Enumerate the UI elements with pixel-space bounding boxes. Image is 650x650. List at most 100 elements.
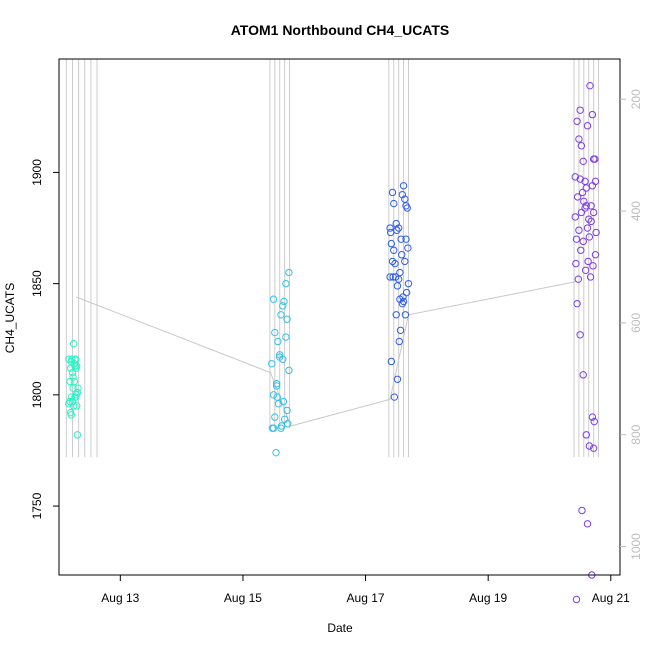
data-point	[274, 337, 282, 346]
data-point	[589, 262, 597, 270]
data-point	[583, 122, 592, 130]
data-point	[587, 217, 595, 226]
data-point	[573, 299, 581, 308]
data-point	[577, 208, 586, 217]
data-point	[579, 237, 587, 246]
data-point	[71, 393, 80, 401]
data-point	[402, 202, 410, 210]
data-point	[272, 382, 281, 390]
y2-tick-label: 1000	[629, 533, 643, 560]
plot-frame	[58, 58, 621, 576]
data-point	[582, 431, 590, 439]
data-point	[398, 190, 407, 199]
data-point	[591, 251, 600, 259]
data-point	[386, 273, 394, 281]
data-point	[399, 182, 408, 190]
data-point	[394, 224, 403, 232]
data-point	[402, 235, 410, 243]
data-point	[390, 246, 398, 254]
data-point	[582, 202, 590, 210]
data-point	[586, 273, 595, 281]
data-point	[575, 135, 583, 143]
data-point	[392, 311, 400, 319]
y2-axis: 200 400 600 800 1000	[620, 89, 643, 560]
data-point	[576, 106, 584, 114]
data-point	[572, 235, 581, 243]
data-point	[574, 275, 583, 283]
data-point	[70, 402, 78, 410]
data-point	[393, 375, 402, 383]
data-point	[588, 413, 597, 421]
x-axis-label: Date	[327, 621, 353, 635]
data-point	[580, 197, 588, 206]
data-point	[576, 331, 584, 339]
data-point	[387, 239, 396, 248]
x-axis: Aug 13 Aug 15 Aug 17 Aug 19 Aug 21	[101, 574, 630, 605]
data-point	[391, 259, 399, 268]
x-tick-label: Aug 17	[347, 591, 385, 605]
data-point	[572, 259, 580, 268]
y-tick-label: 1900	[30, 159, 44, 186]
data-point	[585, 215, 593, 223]
data-point	[271, 413, 279, 421]
data-point	[71, 355, 79, 363]
data-point	[66, 408, 75, 417]
data-point	[386, 224, 394, 232]
data-point	[285, 366, 293, 375]
data-point	[591, 177, 600, 186]
data-point	[283, 406, 291, 415]
x-tick-label: Aug 21	[592, 591, 630, 605]
data-point	[282, 333, 290, 341]
data-point	[73, 402, 81, 410]
y2-tick-label: 200	[629, 89, 643, 109]
data-point	[280, 297, 288, 306]
data-point	[68, 355, 76, 363]
data-point	[573, 117, 581, 125]
data-point	[402, 288, 411, 297]
data-point	[388, 188, 397, 197]
data-point	[279, 355, 287, 363]
data-point	[269, 391, 278, 399]
data-point	[584, 257, 592, 266]
data-point	[397, 235, 405, 243]
data-point	[581, 266, 590, 274]
data-point	[586, 81, 594, 90]
data-points	[65, 81, 600, 604]
data-point	[279, 397, 288, 406]
data-point	[70, 339, 78, 348]
data-point	[395, 337, 403, 346]
x-tick-label: Aug 15	[224, 591, 262, 605]
data-point	[577, 142, 586, 150]
y2-tick-label: 400	[629, 201, 643, 221]
data-point	[572, 595, 581, 604]
profile-lines	[65, 59, 600, 458]
data-point	[578, 188, 587, 197]
data-point	[578, 506, 586, 515]
data-point	[268, 424, 277, 432]
y-tick-label: 1800	[30, 381, 44, 408]
data-point	[390, 393, 399, 401]
data-point	[571, 173, 579, 181]
data-point	[283, 420, 292, 428]
data-point	[588, 182, 597, 190]
data-point	[388, 257, 397, 266]
data-point	[575, 226, 583, 234]
data-point	[279, 302, 287, 310]
connector-polyline	[75, 280, 578, 427]
data-point	[589, 208, 598, 217]
data-point	[396, 326, 405, 335]
y-tick-label: 1750	[30, 492, 44, 519]
data-point	[588, 110, 597, 119]
data-point	[271, 328, 279, 337]
y2-tick-label: 800	[629, 424, 643, 444]
data-point	[579, 371, 587, 379]
data-point	[73, 431, 82, 439]
data-point	[404, 279, 413, 288]
data-point	[269, 295, 278, 303]
data-point	[589, 444, 598, 452]
x-tick-label: Aug 13	[101, 591, 139, 605]
data-point	[66, 397, 74, 406]
y2-tick-label: 600	[629, 313, 643, 333]
data-point	[277, 424, 285, 432]
